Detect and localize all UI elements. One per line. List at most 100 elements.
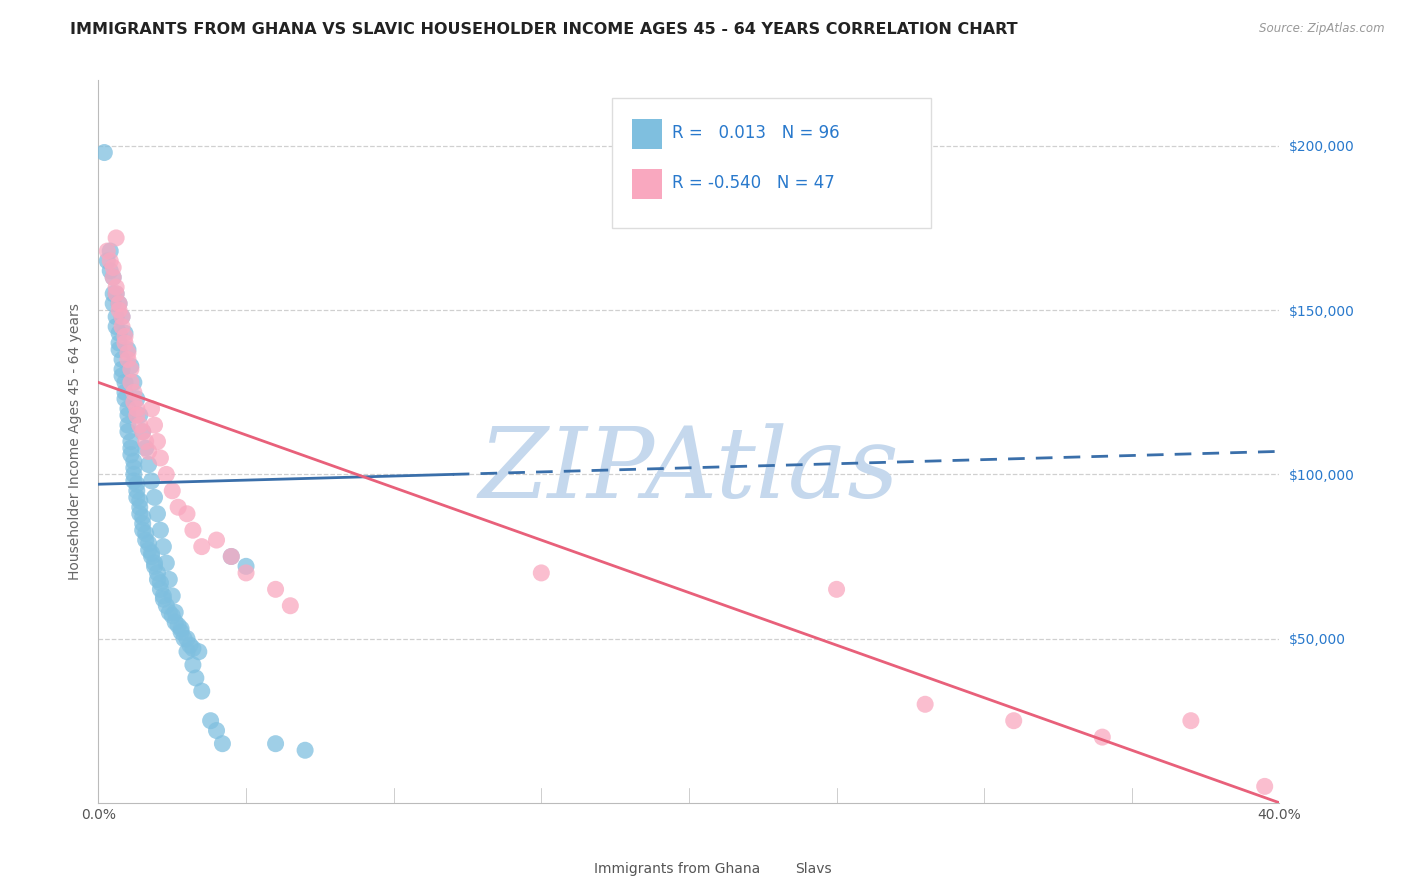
Point xyxy=(125,401,148,416)
Point xyxy=(114,336,136,351)
Point xyxy=(132,425,155,439)
Point xyxy=(146,573,169,587)
Point xyxy=(114,385,136,400)
Point xyxy=(103,270,125,285)
Point xyxy=(146,507,169,521)
Point xyxy=(157,605,180,619)
FancyBboxPatch shape xyxy=(560,858,585,880)
Point xyxy=(138,458,160,472)
Point xyxy=(165,615,187,630)
Point xyxy=(138,536,160,550)
Point xyxy=(128,500,150,515)
Point xyxy=(143,559,166,574)
Point xyxy=(117,425,139,439)
Point xyxy=(128,493,150,508)
Point xyxy=(120,434,142,449)
Point xyxy=(235,559,257,574)
Point xyxy=(141,549,163,564)
Point xyxy=(167,500,190,515)
Point xyxy=(132,516,155,531)
Point xyxy=(122,467,145,482)
Point xyxy=(825,582,848,597)
Point xyxy=(122,454,145,468)
Point xyxy=(132,523,155,537)
Point xyxy=(108,303,131,318)
Point xyxy=(103,296,125,310)
Point xyxy=(111,368,134,383)
Point xyxy=(179,638,201,652)
Point xyxy=(157,573,180,587)
Point xyxy=(149,575,172,590)
Point xyxy=(128,418,150,433)
Point xyxy=(111,310,134,324)
Point xyxy=(125,409,148,423)
Point xyxy=(105,310,128,324)
Point xyxy=(96,253,118,268)
Point xyxy=(165,605,187,619)
Text: Slavs: Slavs xyxy=(796,863,832,876)
Point xyxy=(128,409,150,423)
Point xyxy=(135,533,157,547)
Point xyxy=(173,632,195,646)
Point xyxy=(122,460,145,475)
Point xyxy=(103,260,125,275)
Point xyxy=(103,270,125,285)
Point xyxy=(111,310,134,324)
Point xyxy=(122,474,145,488)
Point xyxy=(120,441,142,455)
FancyBboxPatch shape xyxy=(633,169,662,200)
Point xyxy=(200,714,222,728)
Point xyxy=(167,618,190,632)
Point xyxy=(170,622,193,636)
Point xyxy=(135,434,157,449)
Point xyxy=(143,491,166,505)
Point xyxy=(1254,780,1277,794)
Point xyxy=(108,296,131,310)
Point xyxy=(149,582,172,597)
Point xyxy=(122,395,145,409)
Point xyxy=(152,592,174,607)
Point xyxy=(138,444,160,458)
Point xyxy=(181,657,204,672)
Point xyxy=(125,491,148,505)
Y-axis label: Householder Income Ages 45 - 64 years: Householder Income Ages 45 - 64 years xyxy=(69,303,83,580)
Point xyxy=(191,540,214,554)
Point xyxy=(152,589,174,603)
Point xyxy=(111,362,134,376)
Point xyxy=(120,376,142,390)
Point xyxy=(149,523,172,537)
Point xyxy=(143,418,166,433)
Point xyxy=(146,434,169,449)
Point xyxy=(108,336,131,351)
Point xyxy=(530,566,553,580)
Point xyxy=(111,352,134,367)
Point xyxy=(141,474,163,488)
Point xyxy=(114,376,136,390)
Point xyxy=(125,477,148,491)
Point xyxy=(294,743,316,757)
Point xyxy=(108,296,131,310)
Point xyxy=(211,737,233,751)
Point xyxy=(152,540,174,554)
Point xyxy=(264,737,287,751)
Point xyxy=(1002,714,1025,728)
FancyBboxPatch shape xyxy=(759,858,786,880)
Point xyxy=(235,566,257,580)
Point xyxy=(135,526,157,541)
Text: ZIPAtlas: ZIPAtlas xyxy=(478,423,900,518)
Point xyxy=(146,566,169,580)
Point xyxy=(105,286,128,301)
Point xyxy=(205,533,228,547)
Point xyxy=(98,244,121,258)
Point xyxy=(914,698,936,712)
Point xyxy=(117,352,139,367)
Point xyxy=(120,362,142,376)
Point xyxy=(162,483,183,498)
Point xyxy=(221,549,243,564)
Point xyxy=(184,671,207,685)
Point xyxy=(111,319,134,334)
Point xyxy=(117,343,139,357)
Point xyxy=(105,231,128,245)
FancyBboxPatch shape xyxy=(612,98,931,228)
Point xyxy=(162,589,183,603)
